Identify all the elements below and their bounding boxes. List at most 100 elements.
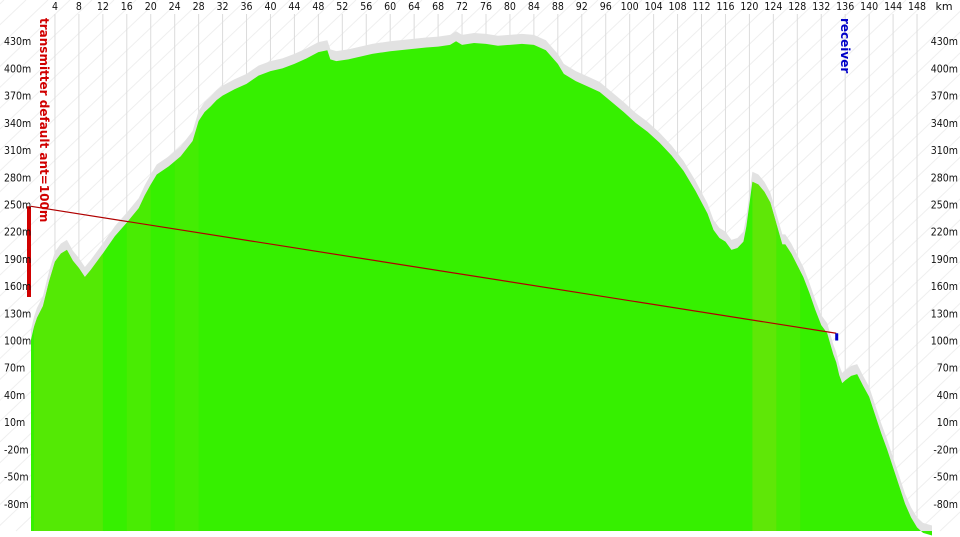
y-tick-label-right: 370m <box>931 91 958 103</box>
x-tick-label: 120 <box>740 1 758 13</box>
x-tick-label: 20 <box>145 1 157 13</box>
x-tick-label: 132 <box>812 1 830 13</box>
x-tick-label: 116 <box>716 1 734 13</box>
x-tick-label: 92 <box>576 1 588 13</box>
y-tick-label-left: 10m <box>4 417 25 429</box>
y-tick-label-right: 250m <box>931 199 958 211</box>
y-tick-label-left: 160m <box>4 281 31 293</box>
y-tick-label-left: 340m <box>4 118 31 130</box>
y-tick-label-right: 400m <box>931 63 958 75</box>
y-tick-label-left: -20m <box>4 444 29 456</box>
y-tick-label-right: 310m <box>931 145 958 157</box>
y-tick-label-right: -20m <box>933 444 958 456</box>
terrain-band <box>174 41 199 531</box>
y-tick-label-left: 70m <box>4 363 25 375</box>
y-tick-label-right: 100m <box>931 336 958 348</box>
y-tick-label-left: 190m <box>4 254 31 266</box>
x-tick-label: 80 <box>504 1 516 13</box>
x-tick-label: 60 <box>384 1 396 13</box>
y-tick-label-right: 430m <box>931 36 958 48</box>
y-axis-right-tick-labels: 430m 400m 370m 340m 310m 280m 250m 220m 190m 160m… <box>931 36 958 511</box>
x-tick-label: 24 <box>169 1 181 13</box>
transmitter-label: transmitter default ant=100m <box>37 18 51 222</box>
y-tick-label-right: 280m <box>931 172 958 184</box>
y-tick-label-left: 280m <box>4 172 31 184</box>
y-tick-label-right: 40m <box>937 390 958 402</box>
hatch-line <box>851 427 960 532</box>
x-tick-label: 56 <box>360 1 372 13</box>
x-tick-label: 104 <box>645 1 663 13</box>
x-tick-label: 8 <box>76 1 82 13</box>
x-tick-label: 40 <box>264 1 276 13</box>
x-tick-label: 96 <box>600 1 612 13</box>
hatch-line <box>0 0 291 276</box>
x-tick-label: 140 <box>860 1 878 13</box>
x-tick-label: 36 <box>241 1 253 13</box>
y-tick-label-left: 400m <box>4 63 31 75</box>
x-tick-label: 28 <box>193 1 205 13</box>
y-tick-label-right: -50m <box>933 472 958 484</box>
y-tick-label-right: 10m <box>937 417 958 429</box>
y-tick-label-left: 250m <box>4 199 31 211</box>
y-tick-label-left: -80m <box>4 499 29 511</box>
y-tick-label-right: 130m <box>931 308 958 320</box>
hatch-line <box>0 0 181 172</box>
x-tick-label: 4 <box>52 1 58 13</box>
hatch-line <box>0 0 115 109</box>
y-tick-label-left: 130m <box>4 308 31 320</box>
x-tick-label: 112 <box>692 1 710 13</box>
x-tick-label: 124 <box>764 1 782 13</box>
x-tick-label: 16 <box>121 1 133 13</box>
hatch-line <box>0 0 313 297</box>
receiver-label: receiver <box>838 18 852 73</box>
x-tick-label: 128 <box>788 1 806 13</box>
x-tick-label: 64 <box>408 1 420 13</box>
y-tick-label-left: 370m <box>4 91 31 103</box>
terrain-area <box>31 41 932 536</box>
y-axis-left-tick-labels: 430m 400m 370m 340m 310m 280m 250m 220m 190m 160m… <box>4 36 31 511</box>
x-tick-label: 108 <box>669 1 687 13</box>
hatch-line <box>829 407 960 532</box>
y-tick-label-right: 70m <box>937 363 958 375</box>
x-tick-label: 68 <box>432 1 444 13</box>
terrain-band <box>752 41 777 531</box>
y-tick-label-left: 40m <box>4 390 25 402</box>
x-tick-label: 12 <box>97 1 109 13</box>
receiver-antenna-bar <box>835 333 839 341</box>
x-tick-label: 76 <box>480 1 492 13</box>
y-tick-label-right: 340m <box>931 118 958 130</box>
y-tick-label-left: -50m <box>4 472 29 484</box>
x-tick-label: 144 <box>884 1 902 13</box>
hatch-line <box>0 0 203 193</box>
x-tick-label: 44 <box>288 1 300 13</box>
terrain-band <box>126 41 151 531</box>
y-tick-label-left: 220m <box>4 227 31 239</box>
y-tick-label-left: 430m <box>4 36 31 48</box>
x-tick-label: 136 <box>836 1 854 13</box>
y-tick-label-right: -80m <box>933 499 958 511</box>
x-tick-label: 32 <box>217 1 229 13</box>
y-tick-label-right: 190m <box>931 254 958 266</box>
y-tick-label-right: 220m <box>931 227 958 239</box>
transmitter-antenna-bar <box>27 206 31 297</box>
x-tick-label: 100 <box>621 1 639 13</box>
hatch-line <box>0 0 247 234</box>
hatch-line <box>0 0 159 151</box>
x-tick-label: 148 <box>908 1 926 13</box>
x-tick-label: 48 <box>312 1 324 13</box>
y-tick-label-left: 100m <box>4 336 31 348</box>
x-tick-label: 88 <box>552 1 564 13</box>
x-axis-unit-label: km <box>935 0 952 13</box>
x-tick-label: 72 <box>456 1 468 13</box>
hatch-line <box>0 0 225 214</box>
y-tick-label-right: 160m <box>931 281 958 293</box>
hatch-line <box>807 386 960 532</box>
x-axis-tick-labels: 4 8 12 16 20 24 28 32 36 40 44 48 52 56 60 64 68 72 76 80 84… <box>52 1 926 13</box>
link-line <box>30 205 837 334</box>
x-tick-label: 52 <box>336 1 348 13</box>
hatch-line <box>0 0 137 130</box>
y-tick-label-left: 310m <box>4 145 31 157</box>
terrain-band <box>776 41 801 531</box>
x-tick-label: 84 <box>528 1 540 13</box>
